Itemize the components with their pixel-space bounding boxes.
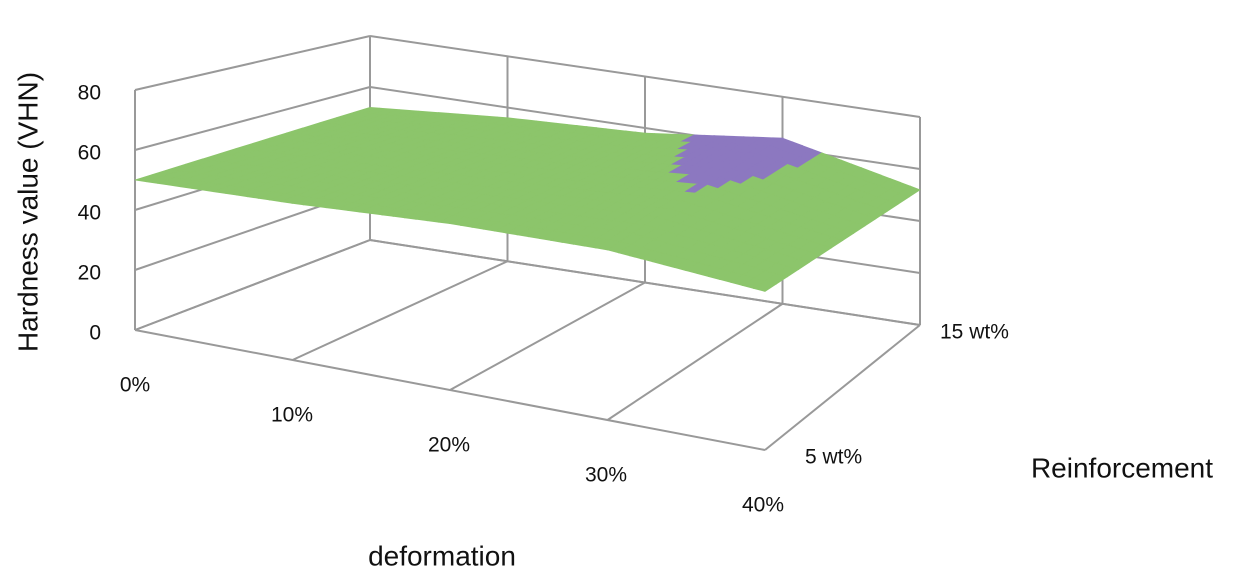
x-tick-label: 0% xyxy=(120,374,150,397)
y-axis-title: Hardness value (VHN) xyxy=(12,72,43,352)
y-tick-label: 20 xyxy=(78,262,101,285)
x-axis-title: deformation xyxy=(368,540,516,571)
legend-label: 5 wt% xyxy=(805,446,862,469)
surface-patch xyxy=(448,132,784,251)
floor-grid-line xyxy=(369,239,921,326)
x-tick-label: 30% xyxy=(585,464,627,487)
surface-patch xyxy=(606,137,921,292)
x-tick-label: 40% xyxy=(742,494,784,517)
floor-grid-line xyxy=(606,302,784,421)
floor-grid-line xyxy=(764,324,921,451)
y-tick-label: 60 xyxy=(78,142,101,165)
surface-patch xyxy=(134,106,508,204)
grid-line xyxy=(134,35,371,91)
y-tick-label: 80 xyxy=(78,82,101,105)
x-tick-label: 20% xyxy=(428,434,470,457)
y-tick-label: 40 xyxy=(78,202,101,225)
floor-grid-line xyxy=(449,281,646,391)
floor-grid-line xyxy=(292,260,508,361)
floor-grid-line xyxy=(134,239,371,331)
floor-grid-line xyxy=(134,329,766,451)
z-axis-title: Reinforcement xyxy=(1031,452,1213,483)
grid-line xyxy=(134,86,371,151)
surface-patch xyxy=(290,117,647,225)
x-tick-label: 10% xyxy=(271,404,313,427)
y-tick-label: 0 xyxy=(89,322,101,345)
surface-cell xyxy=(752,280,778,292)
legend-label: 15 wt% xyxy=(940,321,1009,344)
